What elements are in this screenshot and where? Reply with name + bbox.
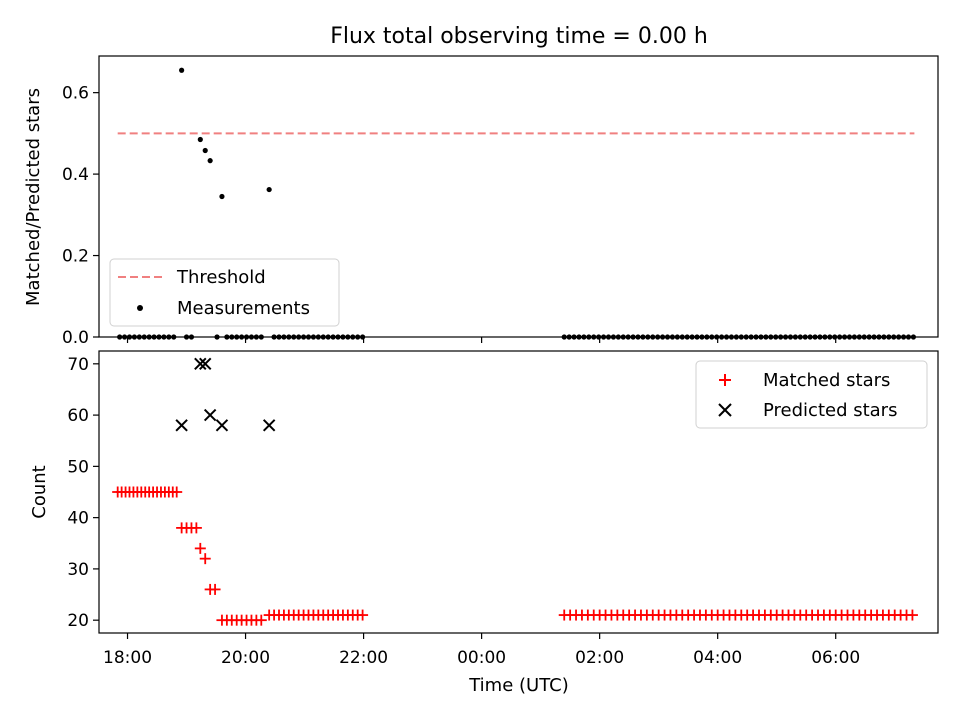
count-x-tick-label: 06:00 [811, 648, 860, 668]
ratio-y-axis-label: Matched/Predicted stars [23, 88, 44, 306]
predicted-star-point [194, 357, 207, 371]
count-y-tick-label: 20 [67, 611, 89, 631]
ratio-y-tick-label: 0.0 [62, 328, 89, 348]
count-legend-box [695, 360, 928, 429]
measurement-point [179, 67, 185, 73]
count-y-tick-label: 70 [67, 355, 89, 375]
matched-star-point [906, 609, 918, 621]
x-axis-label: Time (UTC) [468, 675, 569, 696]
predicted-star-point [215, 419, 229, 432]
ratio-x-ticks [126, 337, 837, 343]
matched-star-point [194, 542, 206, 554]
count-x-tick-label: 18:00 [103, 648, 152, 668]
matched-star-point [171, 486, 183, 498]
measurement-point [207, 158, 213, 164]
count-x-tick-label: 22:00 [339, 648, 388, 668]
count-x-ticks: 18:00 20:00 22:00 00:00 02:00 04:00 06:00 [103, 633, 860, 668]
ratio-legend: Threshold Measurements [109, 258, 340, 327]
matched-star-point [209, 583, 221, 595]
legend-matched-label: Matched stars [763, 370, 890, 391]
matched-star-point [190, 522, 202, 534]
count-plot: 20 30 40 50 60 70 18:00 20:00 22:00 00:00 02:00 04… [29, 350, 939, 696]
count-y-ticks: 20 30 40 50 60 70 [67, 355, 99, 631]
ratio-plot: 0.0 0.2 0.4 0.6 Matched/Predicted stars Thr… [23, 55, 939, 348]
matched-stars-points [112, 486, 918, 626]
chart-title: Flux total observing time = 0.00 h [330, 24, 708, 49]
predicted-star-point [262, 419, 276, 432]
ratio-y-ticks: 0.0 0.2 0.4 0.6 [62, 84, 99, 348]
legend-matched-swatch [719, 374, 731, 386]
count-x-tick-label: 00:00 [457, 648, 506, 668]
count-legend: Matched stars Predicted stars [695, 360, 928, 429]
count-y-tick-label: 30 [67, 560, 89, 580]
count-x-tick-label: 20:00 [221, 648, 270, 668]
ratio-plot-frame [98, 55, 939, 338]
ratio-y-tick-label: 0.2 [62, 247, 89, 267]
legend-measurements-label: Measurements [177, 298, 310, 319]
count-y-tick-label: 60 [67, 406, 89, 426]
legend-measurements-swatch [137, 305, 143, 311]
count-x-tick-label: 04:00 [693, 648, 742, 668]
predicted-star-point [199, 357, 212, 371]
ratio-legend-box [109, 258, 340, 327]
ratio-y-tick-label: 0.6 [62, 84, 89, 104]
measurement-point [266, 186, 272, 193]
measurement-point [219, 193, 225, 200]
predicted-star-point [203, 408, 217, 422]
matched-star-point [199, 553, 211, 565]
legend-predicted-label: Predicted stars [763, 400, 897, 421]
predicted-stars-points [175, 357, 276, 432]
ratio-y-tick-label: 0.4 [62, 165, 89, 185]
count-y-tick-label: 50 [67, 457, 89, 477]
count-y-tick-label: 40 [67, 509, 89, 529]
predicted-star-point [175, 419, 188, 432]
measurement-point [197, 136, 203, 143]
measurement-point [202, 147, 208, 154]
legend-threshold-label: Threshold [176, 267, 266, 288]
legend-predicted-swatch [718, 403, 732, 417]
matched-star-point [357, 609, 369, 621]
matched-star-point [255, 614, 267, 626]
count-plot-frame [98, 350, 939, 634]
count-y-axis-label: Count [29, 465, 50, 518]
count-x-tick-label: 02:00 [575, 648, 624, 668]
